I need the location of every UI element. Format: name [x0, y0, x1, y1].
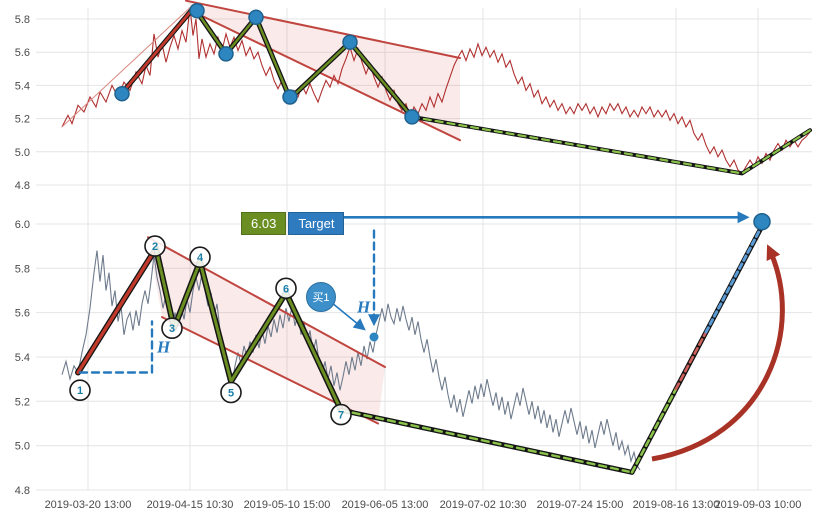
- tail-underlay: [410, 114, 812, 176]
- zigzag-line: [192, 6, 414, 119]
- y-tick-label: 5.6: [15, 47, 30, 59]
- pivot-circle-3: [161, 317, 183, 340]
- y-tick-label: 4.8: [15, 180, 30, 192]
- pivot-dot: [404, 109, 420, 125]
- pivot-number: 4: [197, 252, 204, 264]
- impulse-line: [118, 6, 196, 97]
- impulse-line: [76, 246, 158, 375]
- fan-line: [61, 5, 193, 128]
- x-tick-label: 2019-08-16 13:00: [633, 499, 720, 511]
- pivot-number: 3: [169, 323, 175, 335]
- pivot-dot: [282, 89, 298, 105]
- y-tick-label: 5.8: [15, 263, 30, 275]
- target-label-badge: Target: [288, 212, 345, 235]
- pivot-dot: [114, 85, 130, 102]
- grid-and-axes: 2019-03-20 13:00 2019-04-15 10:30 2019-05-…: [45, 8, 802, 511]
- pivot-number: 7: [338, 410, 344, 422]
- h-measure-left: [78, 320, 154, 374]
- tail-dashed: [410, 115, 812, 175]
- x-tick-label: 2019-07-02 10:30: [440, 499, 527, 511]
- rise-red-dashed: [674, 330, 708, 391]
- y-tick-label: 5.4: [15, 352, 30, 364]
- upper-panel: 5.8 5.6 5.4 5.2 5.0 4.8: [15, 0, 812, 192]
- target-callout: 6.03 Target: [241, 212, 345, 235]
- pivot-number: 5: [228, 388, 234, 400]
- x-tick-label: 2019-03-20 13:00: [45, 499, 132, 511]
- target-price-badge: 6.03: [241, 212, 287, 235]
- channel-fill: [148, 237, 385, 424]
- y-tick-label: 5.8: [15, 14, 30, 26]
- pivot-number: 2: [152, 241, 158, 253]
- x-tick-label: 2019-06-05 13:00: [342, 499, 429, 511]
- y-tick-label: 5.6: [15, 308, 30, 320]
- pivot-circle-7: [330, 403, 352, 426]
- lower-panel: 6.0 5.8 5.6 5.4 5.2 5.0 4.8 1 2 3 4 5 6 7 H H: [15, 211, 812, 497]
- buy-signal-badge[interactable]: 买1: [306, 282, 336, 312]
- pivot-number: 6: [283, 283, 289, 295]
- y-tick-label: 5.2: [15, 396, 30, 408]
- lower-panel-price-line: [61, 250, 641, 471]
- target-dot: [753, 212, 771, 231]
- pivot-dot: [189, 2, 205, 19]
- rise-green-dashed: [630, 387, 678, 474]
- channel-upper-line: [147, 236, 386, 368]
- entry-dot: [369, 332, 379, 342]
- rise-blue-dashed: [704, 228, 762, 334]
- x-tick-label: 2019-09-03 10:00: [715, 499, 802, 511]
- h-label-right: H: [356, 298, 371, 317]
- x-tick-label: 2019-07-24 15:00: [537, 499, 624, 511]
- upper-panel-price-line: [61, 7, 811, 175]
- y-tick-label: 5.0: [15, 147, 30, 159]
- pivot-circle-4: [189, 246, 211, 269]
- pivot-dot: [218, 46, 234, 62]
- y-tick-label: 4.8: [15, 485, 30, 497]
- zigzag-line: [154, 246, 343, 412]
- h-label-left: H: [156, 338, 171, 357]
- y-tick-label: 5.4: [15, 80, 30, 92]
- projection-curved-arrow: [651, 244, 785, 462]
- pivot-dot: [342, 34, 358, 50]
- channel-upper-line: [185, 0, 461, 59]
- pivot-number: 1: [77, 385, 83, 397]
- pivot-circle-6: [275, 277, 297, 300]
- pivot-circle-5: [220, 381, 242, 404]
- pivot-dot: [248, 9, 264, 26]
- y-tick-label: 5.0: [15, 441, 30, 453]
- y-tick-label: 6.0: [15, 219, 30, 231]
- pivot-circle-1: [69, 379, 91, 402]
- buy-pointer-arrow: [332, 302, 366, 331]
- x-tick-label: 2019-04-15 10:30: [147, 499, 234, 511]
- pivot-circle-2: [144, 235, 166, 257]
- descend-dashed: [339, 409, 634, 474]
- x-tick-label: 2019-05-10 15:00: [244, 499, 331, 511]
- y-tick-label: 5.2: [15, 114, 30, 126]
